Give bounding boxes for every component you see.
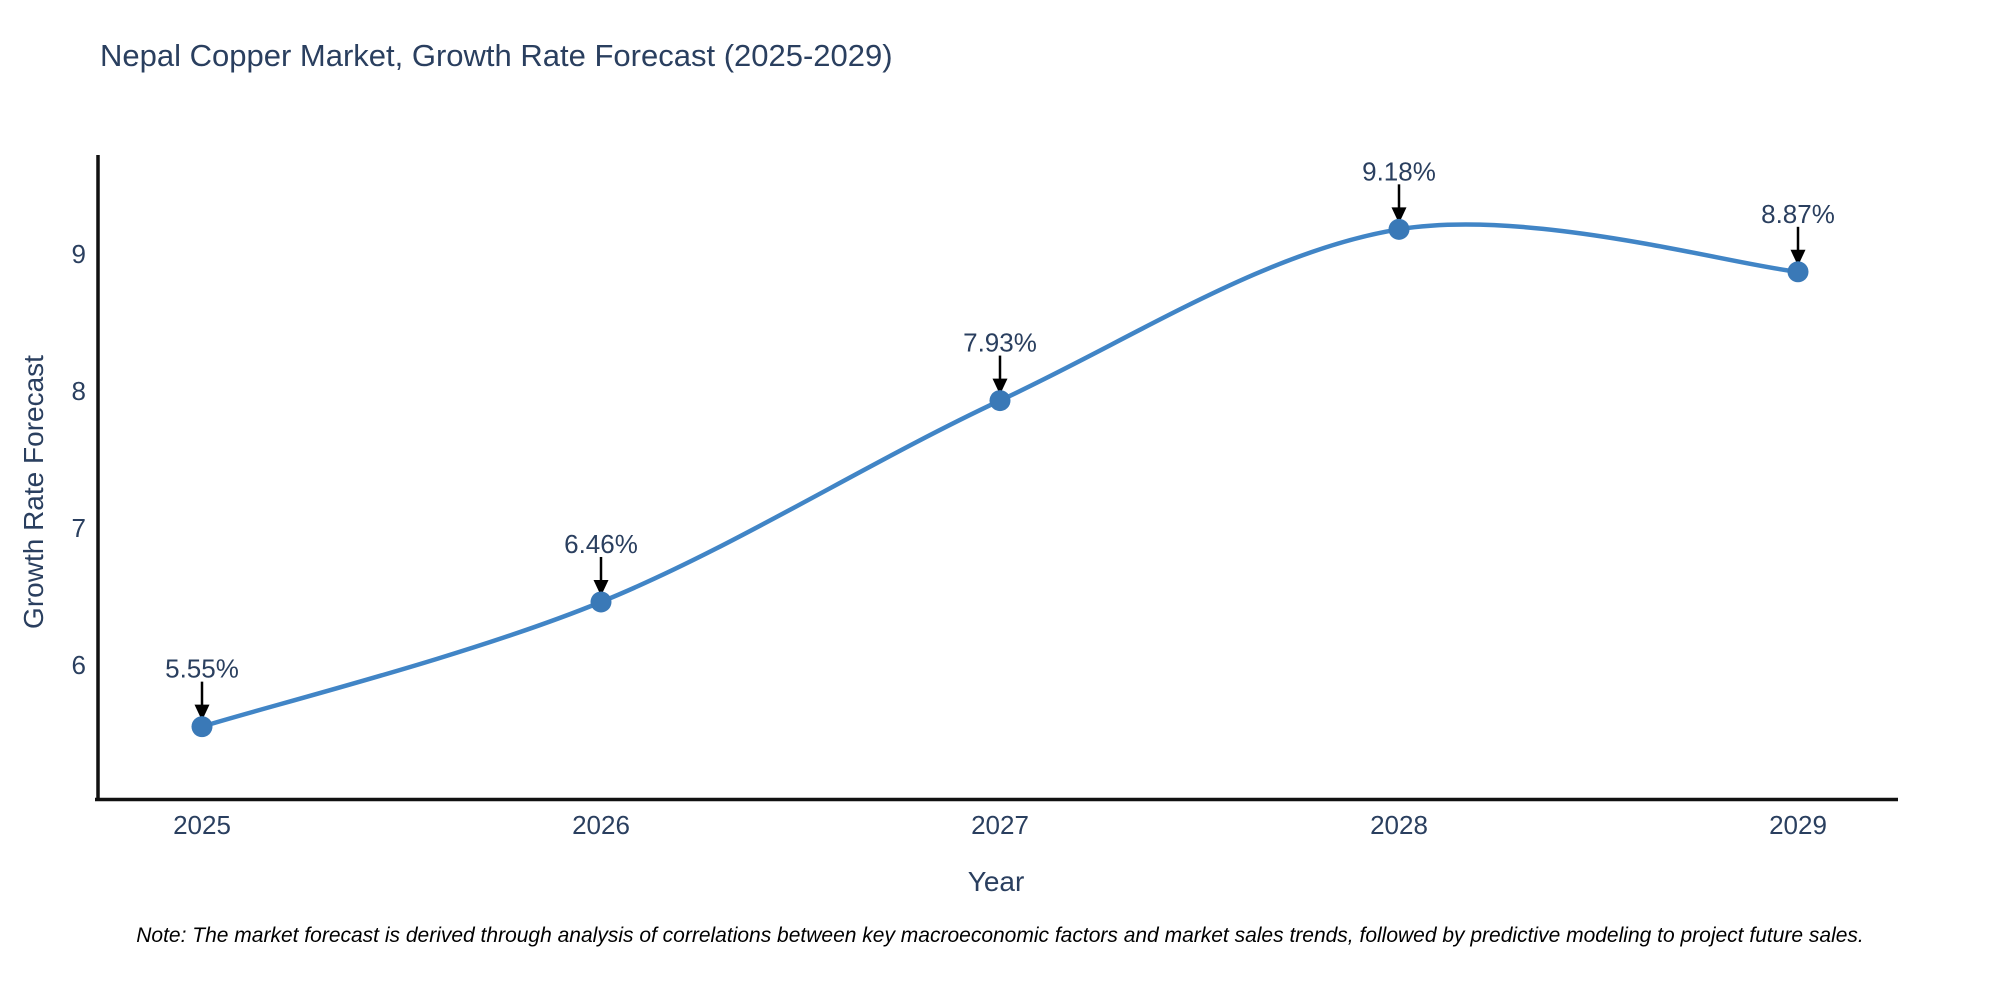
x-tick-label-2029: 2029 [1769, 810, 1827, 840]
data-point-2027 [989, 390, 1011, 412]
annotation-arrow-head [992, 378, 1008, 395]
growth-rate-line [199, 222, 1801, 729]
x-axis-title: Year [967, 866, 1025, 897]
annotation-label-2028: 9.18% [1362, 156, 1436, 186]
annotation-label-2029: 8.87% [1761, 199, 1835, 229]
data-point-2025 [191, 716, 213, 738]
y-tick-label-6: 6 [72, 650, 86, 680]
annotation-arrow-head [1790, 249, 1806, 266]
x-tick-label-2026: 2026 [572, 810, 630, 840]
y-axis-title: Growth Rate Forecast [18, 355, 49, 629]
annotation-arrow-head [194, 704, 210, 721]
series-growth-rate: 6 7 8 9 2025 2026 2027 2028 2029 5.55% 6.46% 7.93% 9… [72, 156, 1835, 840]
data-point-2026 [590, 591, 612, 613]
y-tick-label-9: 9 [72, 239, 86, 269]
data-point-2028 [1388, 218, 1410, 240]
annotation-label-2027: 7.93% [963, 328, 1037, 358]
annotation-arrow-head [593, 579, 609, 596]
data-point-2029 [1787, 261, 1809, 283]
chart-title: Nepal Copper Market, Growth Rate Forecas… [100, 38, 893, 73]
x-tick-label-2025: 2025 [173, 810, 231, 840]
y-tick-label-7: 7 [72, 513, 86, 543]
x-tick-label-2027: 2027 [971, 810, 1029, 840]
y-tick-label-8: 8 [72, 376, 86, 406]
annotation-label-2026: 6.46% [564, 529, 638, 559]
x-tick-label-2028: 2028 [1370, 810, 1428, 840]
annotation-label-2025: 5.55% [165, 654, 239, 684]
footnote-text: Note: The market forecast is derived thr… [136, 924, 1864, 947]
annotation-arrow-head [1391, 207, 1407, 224]
